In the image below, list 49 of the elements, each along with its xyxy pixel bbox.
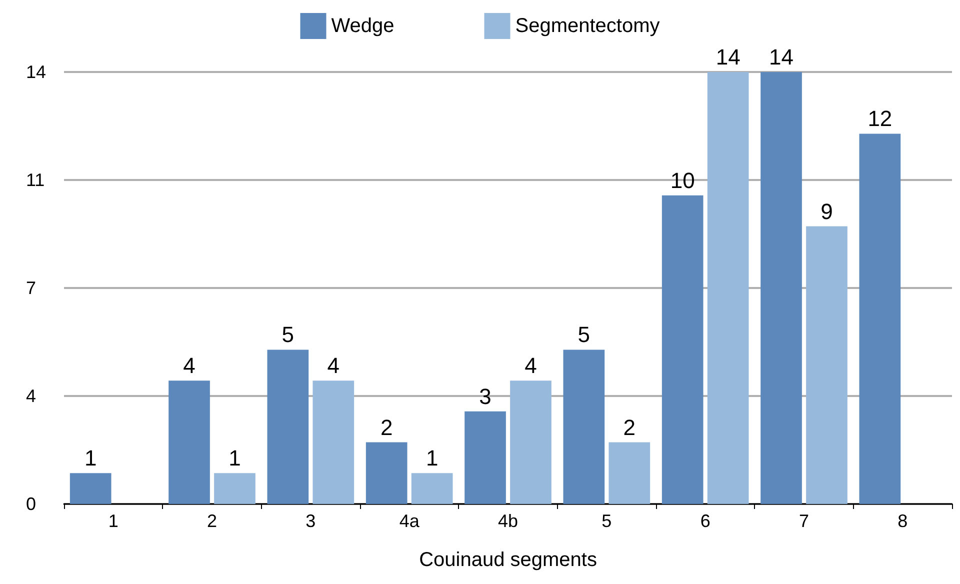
data-label: 4 [524,353,537,378]
x-tick-label: 4b [498,511,518,531]
legend-label: Wedge [331,15,394,37]
y-tick-label: 11 [26,170,45,190]
bar [411,473,453,504]
data-label: 4 [183,353,196,378]
data-label: 1 [228,446,241,471]
data-label: 4 [327,353,340,378]
data-label: 12 [868,106,892,132]
x-tick-label: 4a [399,511,420,531]
bar [662,195,704,504]
x-tick-label: 5 [602,511,612,531]
y-tick-label: 0 [26,494,36,514]
data-label: 2 [623,414,636,440]
bar [312,380,354,504]
x-tick-label: 3 [306,511,316,531]
x-tick-label: 8 [898,511,908,531]
bar [806,226,848,504]
data-label: 10 [670,168,695,193]
data-label: 14 [769,44,794,70]
x-tick-label: 7 [798,511,810,531]
bar [366,442,408,504]
bar [168,380,210,504]
bar [760,72,802,504]
data-label: 1 [84,446,97,471]
data-label: 2 [380,414,393,440]
data-label: 9 [820,198,833,224]
bar [859,134,901,504]
bar [510,380,552,504]
data-label: 1 [426,446,438,471]
bar [563,350,605,504]
data-label: 3 [479,384,492,409]
x-axis-title: Couinaud segments [419,549,597,571]
data-label: 14 [716,44,740,70]
bar [608,442,650,504]
y-tick-label: 4 [26,386,36,406]
bar [707,72,749,504]
data-label: 5 [282,322,294,348]
y-tick-label: 7 [26,278,36,298]
x-tick-label: 2 [206,511,218,531]
x-tick-label: 6 [700,511,710,531]
bar [70,473,112,504]
bar [267,350,309,504]
bar [464,411,506,504]
data-label: 5 [578,322,590,348]
x-tick-label: 1 [108,511,118,531]
legend-label: Segmentectomy [515,15,660,37]
bar [214,473,256,504]
y-tick-label: 14 [26,62,46,82]
